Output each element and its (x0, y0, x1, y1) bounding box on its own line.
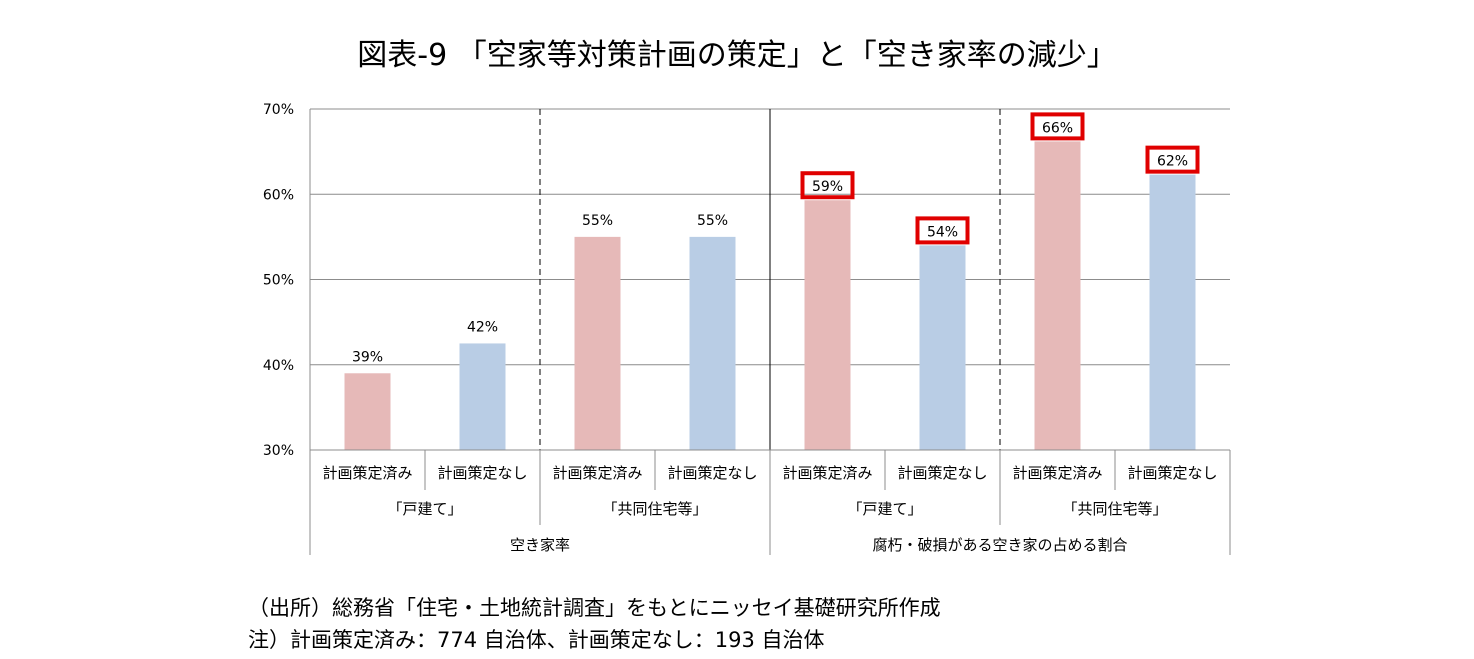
bar (574, 236, 621, 450)
subgroup-label: 「共同住宅等」 (602, 500, 707, 518)
x-tick-label: 計画策定なし (897, 464, 987, 482)
subgroup-label: 「戸建て」 (387, 500, 462, 518)
group-label: 腐朽・破損がある空き家の占める割合 (872, 536, 1127, 554)
x-tick-label: 計画策定済み (322, 464, 412, 482)
y-tick-label: 60% (263, 187, 294, 203)
y-tick-label: 50% (263, 273, 294, 289)
data-label: 55% (582, 213, 613, 229)
x-tick-label: 計画策定なし (1127, 464, 1217, 482)
bar (344, 373, 391, 450)
highlight-box (800, 171, 855, 200)
y-tick-label: 70% (263, 102, 294, 118)
source-note: （出所）総務省「住宅・土地統計調査」をもとにニッセイ基礎研究所作成 (248, 596, 941, 620)
x-tick-label: 計画策定済み (552, 464, 642, 482)
data-label: 62% (1157, 154, 1188, 170)
x-tick-label: 計画策定済み (1012, 464, 1102, 482)
y-tick-label: 40% (263, 358, 294, 374)
bar (459, 343, 506, 450)
data-label: 59% (812, 179, 843, 195)
chart-title: 図表-9 「空家等対策計画の策定」と「空き家率の減少」 (357, 38, 1117, 73)
data-label: 66% (1042, 120, 1073, 136)
data-label: 39% (352, 349, 383, 365)
highlight-box (1030, 112, 1085, 141)
highlight-box (1145, 145, 1200, 174)
data-label: 55% (697, 213, 728, 229)
group-label: 空き家率 (510, 536, 570, 554)
x-tick-label: 計画策定済み (782, 464, 872, 482)
subgroup-label: 「戸建て」 (847, 500, 922, 518)
subgroup-label: 「共同住宅等」 (1062, 500, 1167, 518)
y-tick-label: 30% (263, 443, 294, 459)
bar (919, 245, 966, 450)
footnote: 注）計画策定済み：774 自治体、計画策定なし：193 自治体 (248, 628, 825, 652)
bar (1034, 141, 1081, 450)
highlight-box (915, 216, 970, 245)
x-tick-label: 計画策定なし (437, 464, 527, 482)
data-label: 54% (927, 224, 958, 240)
bar (1149, 174, 1196, 450)
x-tick-label: 計画策定なし (667, 464, 757, 482)
bar (689, 236, 736, 450)
bar (804, 200, 851, 450)
data-label: 42% (467, 319, 498, 335)
